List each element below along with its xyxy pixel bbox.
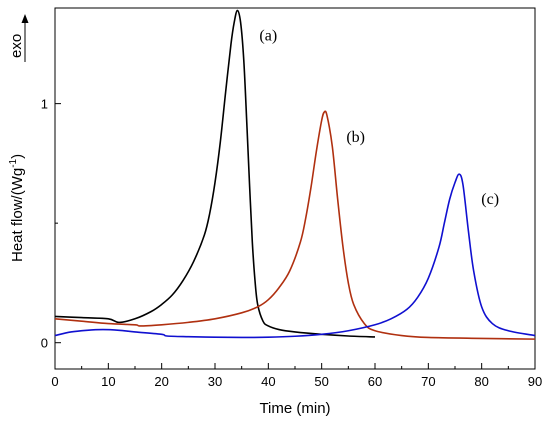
y-axis-title-close: ): [9, 154, 26, 159]
series-line-2: [54, 173, 536, 339]
series-line-0: [54, 9, 376, 338]
series-annotation: (a): [259, 27, 277, 44]
series-annotation: (c): [481, 191, 499, 208]
x-tick-label: 30: [208, 374, 222, 389]
series-layer: [54, 9, 536, 340]
y-tick-label: 1: [41, 97, 48, 112]
y-axis-title-sup: -1: [8, 158, 19, 167]
x-tick-label: 20: [154, 374, 168, 389]
exo-arrow-head: [21, 14, 29, 23]
x-tick-label: 50: [314, 374, 328, 389]
y-ticks: 01: [41, 97, 61, 351]
x-tick-label: 0: [51, 374, 58, 389]
series-line-1: [54, 110, 536, 340]
exo-label: exo: [8, 34, 25, 58]
series-annotation: (b): [346, 129, 365, 146]
x-tick-label: 70: [421, 374, 435, 389]
x-tick-label: 90: [528, 374, 542, 389]
x-axis-title: Time (min): [259, 400, 330, 417]
x-ticks: 0 10 20 30 40 50 60 70 80 90: [51, 363, 542, 389]
annotation-layer: (a) (b) (c): [259, 27, 499, 208]
y-tick-label: 0: [41, 336, 48, 351]
x-tick-label: 40: [261, 374, 275, 389]
y-axis-title: Heat flow/(Wg-1): [8, 154, 26, 262]
exo-indicator: exo: [8, 14, 29, 62]
y-axis-title-main: Heat flow/(Wg: [9, 168, 26, 262]
x-tick-label: 10: [101, 374, 115, 389]
x-tick-label: 60: [368, 374, 382, 389]
x-tick-label: 80: [474, 374, 488, 389]
